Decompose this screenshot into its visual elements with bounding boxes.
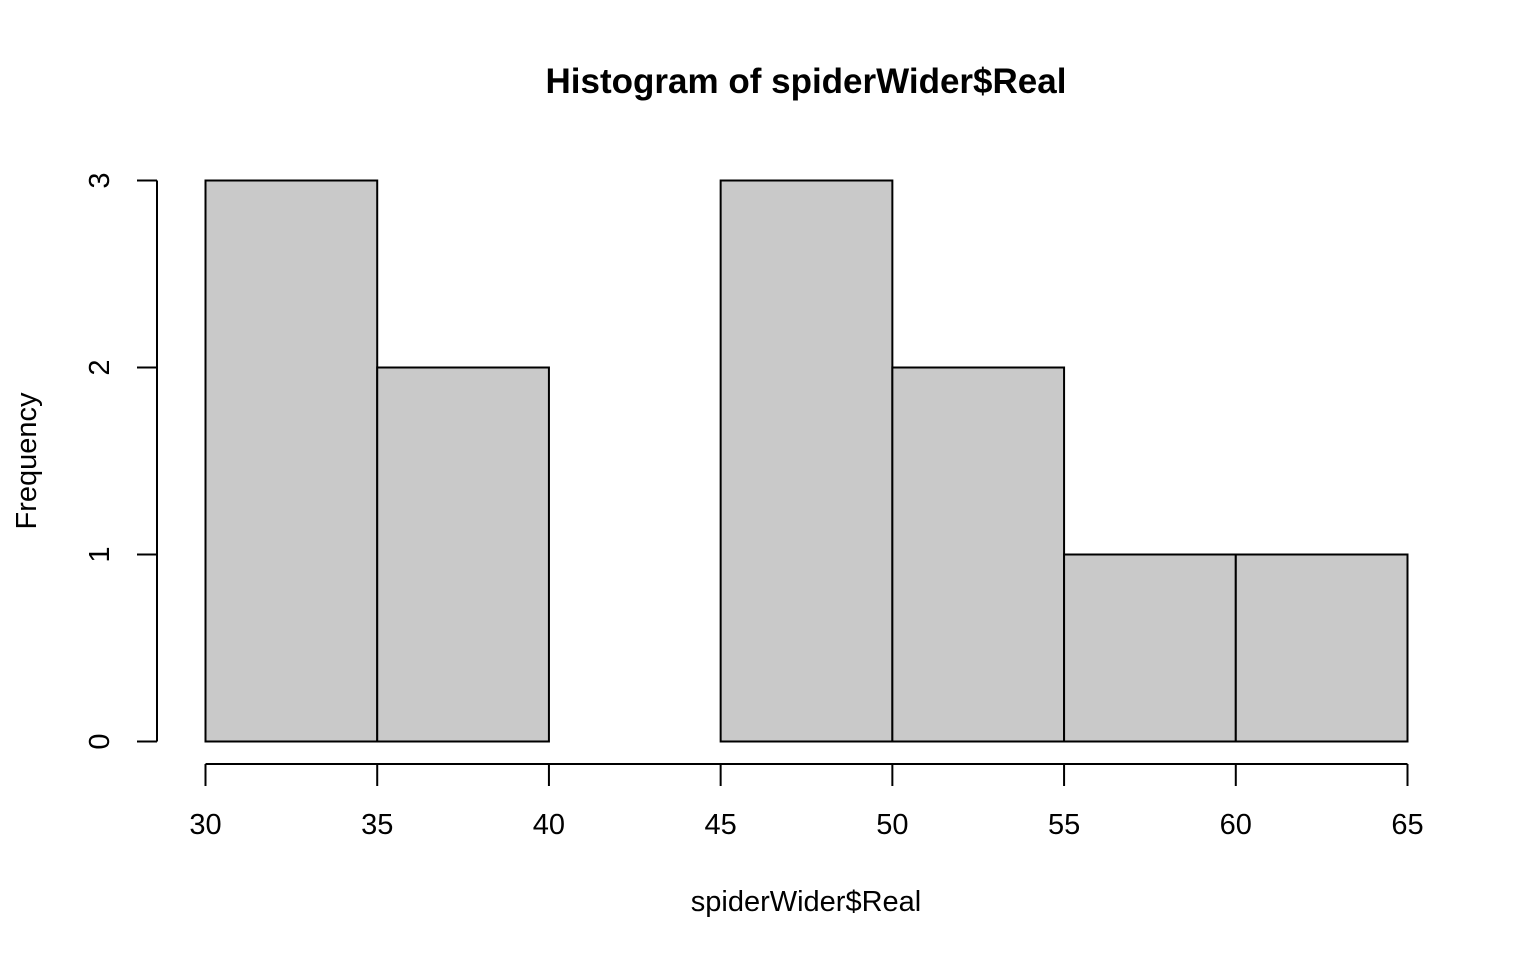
y-tick-label: 1 xyxy=(84,546,116,562)
y-tick-label: 2 xyxy=(84,359,116,375)
x-axis: 30 35 40 45 50 55 60 65 xyxy=(189,763,1424,841)
x-tick-label: 60 xyxy=(1220,809,1252,841)
y-axis: 0 1 2 3 xyxy=(84,172,158,750)
histogram-bar xyxy=(891,366,1066,743)
histogram-bar xyxy=(204,179,379,743)
x-tick-label: 30 xyxy=(189,809,221,841)
x-tick-label: 50 xyxy=(876,809,908,841)
y-tick-label: 0 xyxy=(84,733,116,749)
x-axis-label: spiderWider$Real xyxy=(691,886,922,918)
chart-title: Histogram of spiderWider$Real xyxy=(546,62,1067,101)
x-tick-label: 65 xyxy=(1391,809,1423,841)
bars-group xyxy=(204,179,1409,743)
x-tick-label: 45 xyxy=(705,809,737,841)
x-tick-label: 40 xyxy=(533,809,565,841)
y-axis-label: Frequency xyxy=(11,392,43,530)
histogram-bar xyxy=(376,366,550,743)
x-tick-label: 35 xyxy=(361,809,393,841)
y-tick-label: 3 xyxy=(84,172,116,188)
histogram-bar xyxy=(1063,553,1237,743)
histogram-bar xyxy=(719,179,894,743)
histogram-bar xyxy=(1234,553,1409,743)
x-tick-label: 55 xyxy=(1048,809,1080,841)
